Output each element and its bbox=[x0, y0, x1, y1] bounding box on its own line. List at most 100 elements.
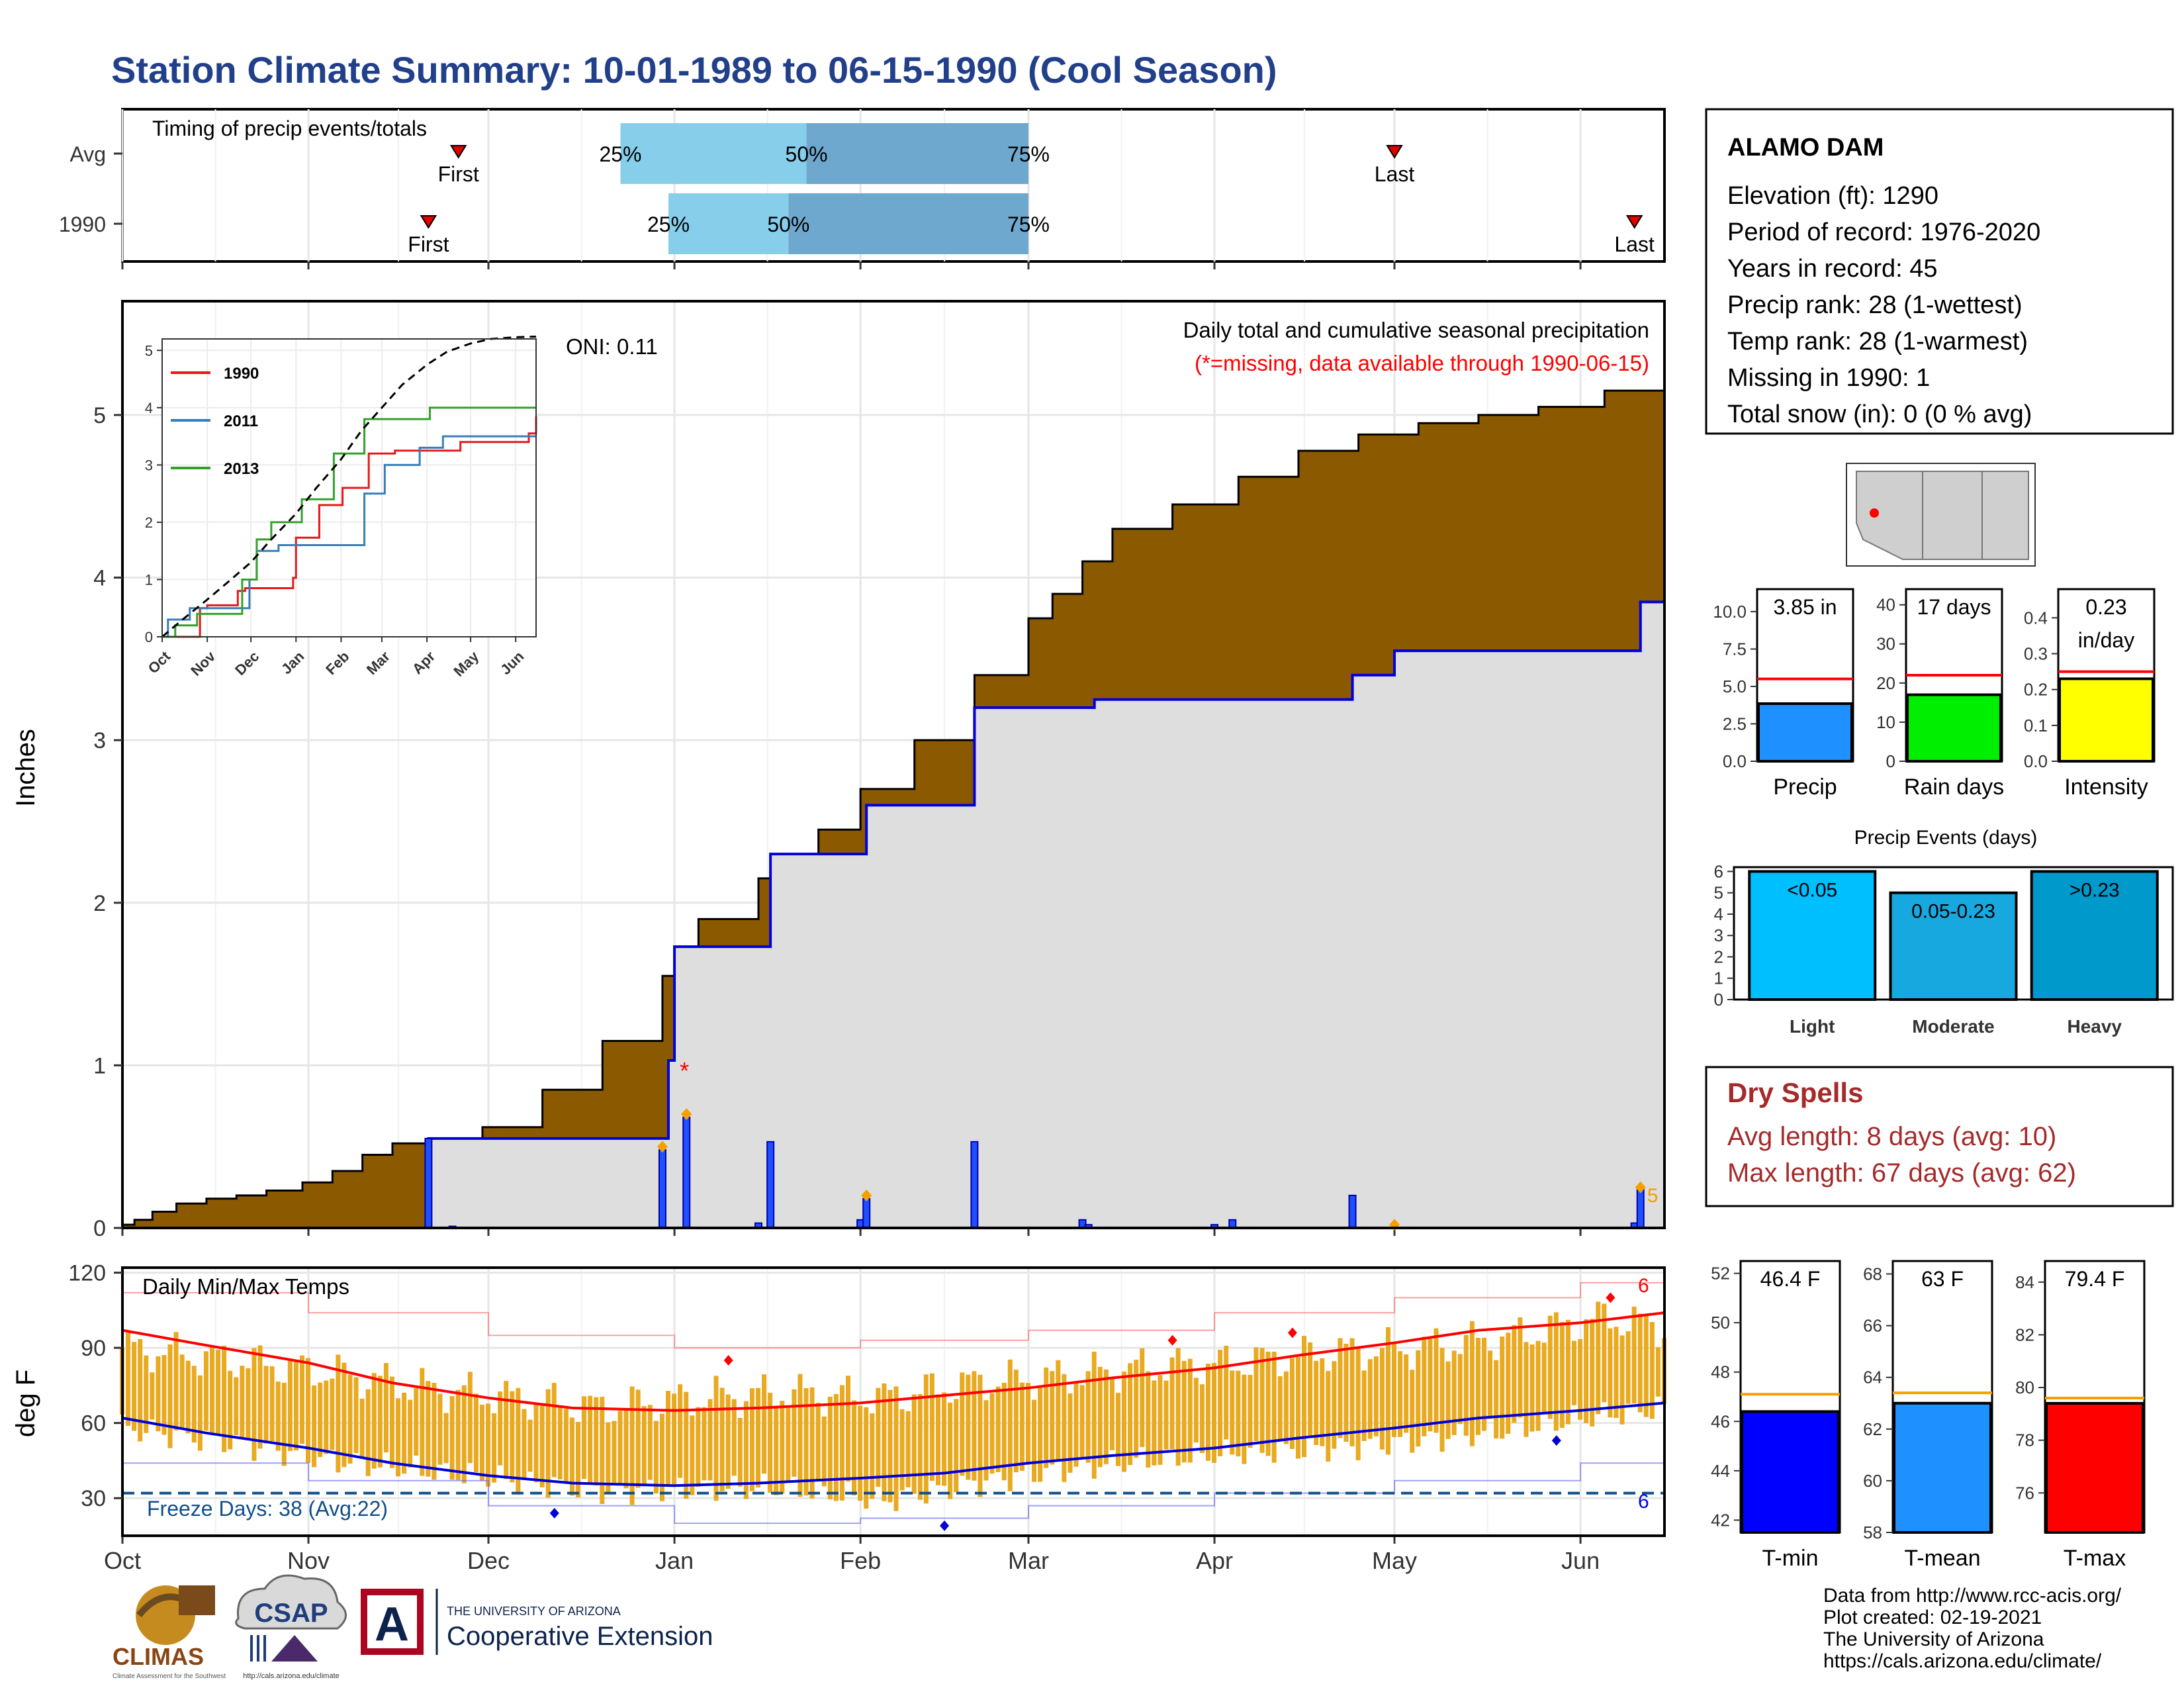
oni-value: ONI: 0.11 bbox=[566, 334, 658, 359]
temp-summary-t-mean-bar bbox=[1893, 1401, 1992, 1534]
station-location-dot bbox=[1870, 508, 1879, 518]
inset-y-tick-label: 2 bbox=[145, 514, 153, 531]
mini-precip-label: Precip bbox=[1773, 774, 1837, 800]
location-map bbox=[1846, 463, 2036, 567]
credit-line: Plot created: 02-19-2021 bbox=[1823, 1607, 2042, 1628]
precip-events-bar bbox=[1889, 891, 2018, 1002]
timing-q25-q50-bar bbox=[668, 193, 789, 254]
daily-temp-bar bbox=[426, 1381, 431, 1477]
daily-temp-bar bbox=[1032, 1399, 1037, 1482]
daily-temp-bar bbox=[666, 1391, 671, 1486]
daily-temp-bar bbox=[1068, 1393, 1073, 1473]
precip-panel-title: Daily total and cumulative seasonal prec… bbox=[1183, 318, 1649, 342]
daily-temp-bar bbox=[377, 1376, 383, 1468]
daily-temp-bar bbox=[1565, 1319, 1570, 1425]
hot-count: 6 bbox=[1638, 1275, 1649, 1297]
daily-temp-bar bbox=[1355, 1347, 1361, 1461]
daily-temp-bar bbox=[1146, 1371, 1151, 1468]
daily-temp-bar bbox=[1535, 1340, 1541, 1431]
station-info-line: Total snow (in): 0 (0 % avg) bbox=[1727, 400, 2032, 428]
mini-rain-days-tick-label: 10 bbox=[1876, 712, 1895, 732]
daily-temp-bar bbox=[1529, 1344, 1535, 1432]
daily-temp-bar bbox=[725, 1394, 731, 1489]
month-tick-label: Feb bbox=[840, 1547, 881, 1574]
daily-temp-bar bbox=[1253, 1347, 1259, 1441]
daily-temp-bar bbox=[1320, 1358, 1325, 1446]
temp-summary-t-mean-tick-label: 58 bbox=[1863, 1523, 1882, 1542]
temp-summary-t-mean-value: 63 F bbox=[1921, 1267, 1964, 1291]
daily-temp-bar bbox=[365, 1389, 371, 1476]
temp-summary-t-mean-tick-label: 62 bbox=[1863, 1419, 1882, 1439]
precip-events-category: Heavy bbox=[2067, 1016, 2122, 1037]
daily-temp-bar bbox=[935, 1394, 940, 1485]
temp-summary-t-mean-tick-label: 66 bbox=[1863, 1316, 1882, 1336]
daily-temp-bar bbox=[594, 1397, 599, 1486]
timing-last-label: Last bbox=[1614, 232, 1655, 256]
daily-temp-bar bbox=[359, 1398, 365, 1458]
daily-temp-bar bbox=[678, 1384, 683, 1478]
daily-temp-bar bbox=[1199, 1384, 1205, 1453]
daily-temp-bar bbox=[582, 1396, 587, 1479]
precip-events-tick-label: 4 bbox=[1714, 904, 1723, 924]
mini-intensity-value: 0.23 bbox=[2085, 595, 2126, 619]
daily-temp-bar bbox=[623, 1409, 629, 1489]
temp-y-tick-label: 60 bbox=[81, 1411, 106, 1436]
daily-temp-bar bbox=[522, 1409, 527, 1479]
station-info-line: Temp rank: 28 (1-warmest) bbox=[1727, 328, 2028, 355]
daily-temp-bar bbox=[852, 1400, 857, 1496]
temp-summary-t-mean-chart: 58 60 62 64 66 68 63 F T-mean bbox=[1863, 1260, 1993, 1571]
freeze-count: 6 bbox=[1638, 1491, 1649, 1513]
daily-temp-bar bbox=[1559, 1322, 1565, 1429]
temp-summary-t-max-tick-label: 82 bbox=[2015, 1325, 2034, 1344]
daily-temp-bar bbox=[527, 1419, 533, 1472]
precip-events-tick-label: 6 bbox=[1714, 861, 1723, 881]
station-info-line: Precip rank: 28 (1-wettest) bbox=[1727, 291, 2023, 319]
daily-temp-bar bbox=[803, 1387, 809, 1496]
daily-temp-bar bbox=[1062, 1374, 1067, 1482]
daily-temp-bar bbox=[1433, 1328, 1439, 1433]
temp-summary-t-min-label: T-min bbox=[1762, 1546, 1819, 1571]
ua-cooperative-extension: Cooperative Extension bbox=[447, 1622, 713, 1651]
daily-temp-bar bbox=[1205, 1363, 1210, 1461]
daily-temp-bar bbox=[1277, 1376, 1283, 1441]
inset-legend-label: 2013 bbox=[224, 460, 259, 478]
daily-temp-bar bbox=[1283, 1371, 1289, 1444]
precip-events-bar-label: <0.05 bbox=[1787, 879, 1837, 901]
daily-temp-bar bbox=[576, 1422, 581, 1498]
dry-spells-box: Dry Spells Avg length: 8 days (avg: 10) … bbox=[1705, 1066, 2174, 1207]
daily-temp-bar bbox=[1349, 1338, 1355, 1446]
timing-first-marker bbox=[420, 215, 437, 229]
daily-temp-bar bbox=[995, 1386, 1001, 1472]
temp-summary-t-max-value: 79.4 F bbox=[2065, 1267, 2125, 1291]
daily-temp-bar bbox=[293, 1360, 298, 1451]
mini-rain-days-tick-label: 20 bbox=[1876, 673, 1895, 693]
daily-temp-bar bbox=[762, 1374, 767, 1474]
daily-temp-bar bbox=[1631, 1306, 1637, 1404]
daily-temp-bar bbox=[486, 1403, 491, 1487]
normal-high-line bbox=[122, 1311, 1665, 1412]
station-info-line: Period of record: 1976-2020 bbox=[1727, 218, 2040, 246]
ua-name: THE UNIVERSITY OF ARIZONA bbox=[447, 1605, 621, 1618]
daily-temp-bar bbox=[617, 1411, 623, 1484]
daily-temp-bar bbox=[1163, 1380, 1169, 1450]
map-new-mexico bbox=[1922, 471, 1983, 560]
daily-temp-bar bbox=[1457, 1354, 1463, 1425]
daily-temp-bar bbox=[1302, 1336, 1307, 1458]
daily-temp-bar bbox=[1038, 1385, 1043, 1482]
daily-temp-bar bbox=[318, 1382, 323, 1458]
daily-temp-bar bbox=[126, 1331, 131, 1426]
daily-temp-bar bbox=[1379, 1348, 1385, 1450]
daily-precip-marker bbox=[681, 1108, 692, 1121]
daily-temp-bar bbox=[336, 1354, 341, 1473]
daily-temp-bar bbox=[1169, 1357, 1175, 1450]
record-high-marker bbox=[1606, 1292, 1615, 1303]
temp-panel-frame bbox=[122, 1268, 1664, 1536]
daily-temp-bar bbox=[702, 1407, 707, 1481]
daily-precip-bar bbox=[424, 1137, 433, 1229]
daily-temp-bar bbox=[641, 1406, 647, 1485]
daily-temp-bar bbox=[1152, 1380, 1157, 1466]
daily-temp-bar bbox=[1361, 1370, 1367, 1441]
daily-temp-bar bbox=[1248, 1374, 1253, 1448]
daily-temp-bar bbox=[1001, 1382, 1007, 1481]
